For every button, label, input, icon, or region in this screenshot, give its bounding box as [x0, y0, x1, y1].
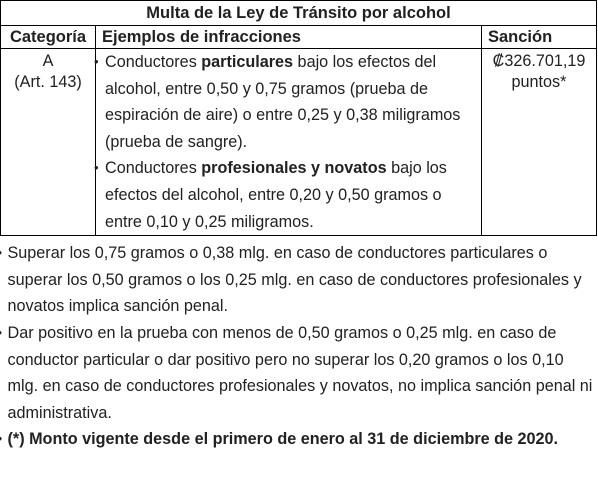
notes-row: • Superar los 0,75 gramos o 0,38 mlg. en…	[0, 236, 597, 453]
footnote-item: • (*) Monto vigente desde el primero de …	[0, 426, 597, 453]
table-row: A (Art. 143) • Conductores particulares …	[0, 47, 597, 237]
bullet-icon: •	[0, 240, 2, 267]
bullet-icon: •	[0, 426, 2, 453]
notes-cell: • Superar los 0,75 gramos o 0,38 mlg. en…	[0, 236, 597, 453]
note-item: • Dar positivo en la prueba con menos de…	[0, 320, 597, 426]
fine-table: Multa de la Ley de Tránsito por alcohol …	[0, 0, 597, 453]
note-text: Dar positivo en la prueba con menos de 0…	[7, 323, 593, 422]
header-examples: Ejemplos de infracciones	[95, 25, 482, 49]
example-text-pre: Conductores	[105, 53, 202, 71]
bullet-icon: •	[94, 54, 99, 69]
category-cell: A (Art. 143)	[0, 47, 96, 237]
sanction-cell: ₡326.701,19 puntos*	[481, 47, 597, 237]
example-text-pre: Conductores	[105, 159, 202, 178]
note-item: • Superar los 0,75 gramos o 0,38 mlg. en…	[0, 240, 597, 320]
sanction-amount: ₡326.701,19	[492, 52, 586, 70]
bullet-icon: •	[94, 160, 99, 176]
caption-row: Multa de la Ley de Tránsito por alcohol	[0, 0, 597, 26]
examples-list: • Conductores particulares bajo los efec…	[94, 49, 481, 235]
footnote-text: (*) Monto vigente desde el primero de en…	[7, 430, 559, 449]
bullet-icon: •	[0, 320, 2, 347]
example-text-bold: profesionales y novatos	[201, 159, 387, 178]
category-article: (Art. 143)	[14, 73, 82, 91]
list-item: • Conductores particulares bajo los efec…	[94, 49, 481, 155]
example-text-post: bajo los efectos del alcohol, entre 0,50…	[105, 53, 461, 151]
table-caption: Multa de la Ley de Tránsito por alcohol	[0, 0, 597, 26]
header-row: Categoría Ejemplos de infracciones Sanci…	[0, 25, 597, 49]
example-text-bold: particulares	[201, 53, 294, 71]
header-category: Categoría	[0, 25, 96, 49]
sanction-unit: puntos*	[511, 73, 567, 91]
list-item: • Conductores profesionales y novatos ba…	[94, 155, 481, 235]
note-text: Superar los 0,75 gramos o 0,38 mlg. en c…	[7, 244, 582, 316]
examples-cell: • Conductores particulares bajo los efec…	[94, 47, 482, 237]
category-code: A	[42, 52, 54, 70]
header-sanction: Sanción	[481, 25, 597, 49]
example-text-post: bajo los efectos del alcohol, entre 0,20…	[105, 159, 447, 231]
